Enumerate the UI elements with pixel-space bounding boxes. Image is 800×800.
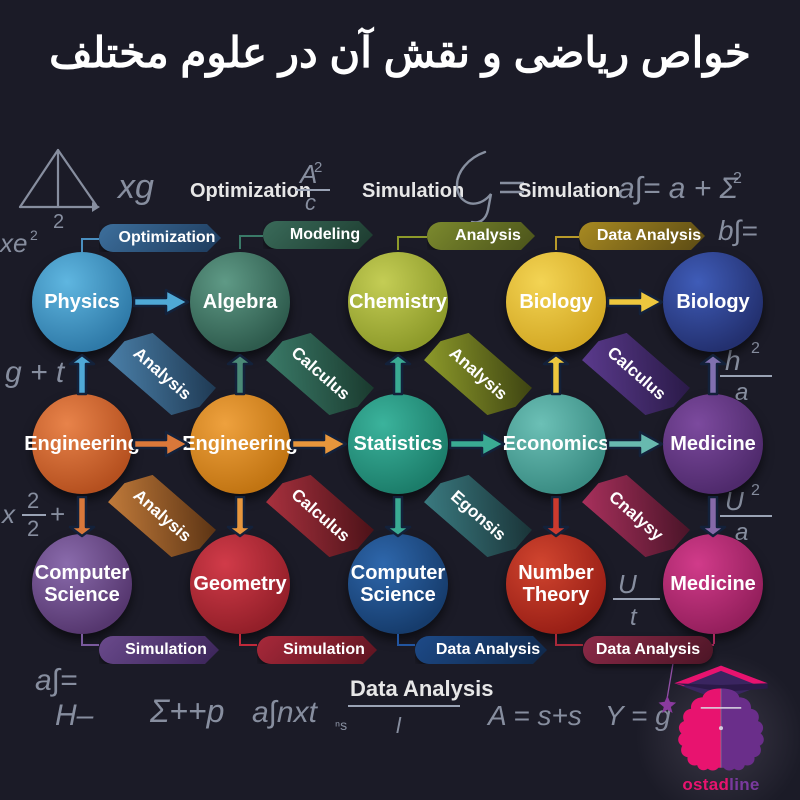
svg-text:c: c bbox=[305, 190, 316, 215]
svg-text:x: x bbox=[0, 499, 16, 529]
svg-text:Optimization: Optimization bbox=[190, 180, 311, 202]
svg-text:Simulation: Simulation bbox=[518, 180, 620, 202]
svg-text:H–: H– bbox=[55, 699, 94, 732]
svg-text:t: t bbox=[630, 604, 638, 631]
svg-text:2: 2 bbox=[27, 488, 39, 513]
svg-text:a∫= a + Σ: a∫= a + Σ bbox=[618, 172, 739, 205]
svg-text:xg: xg bbox=[116, 168, 154, 206]
svg-text:ⁿs: ⁿs bbox=[335, 717, 347, 733]
svg-text:2: 2 bbox=[751, 482, 760, 499]
svg-text:xe: xe bbox=[0, 228, 27, 258]
svg-text:Σ++p: Σ++p bbox=[149, 693, 224, 729]
svg-text:2: 2 bbox=[314, 159, 322, 176]
svg-text:U: U bbox=[618, 569, 637, 599]
svg-text:b∫=: b∫= bbox=[718, 215, 758, 247]
svg-text:2: 2 bbox=[53, 211, 64, 233]
svg-text:g + t: g + t bbox=[5, 356, 66, 389]
svg-text:a∫nxt: a∫nxt bbox=[252, 696, 319, 729]
svg-text:+: + bbox=[50, 499, 65, 529]
svg-text:a∫=: a∫= bbox=[35, 664, 77, 697]
svg-text:2: 2 bbox=[27, 516, 39, 541]
svg-text:l: l bbox=[396, 713, 402, 738]
svg-text:2: 2 bbox=[751, 340, 760, 357]
svg-text:Data Analysis: Data Analysis bbox=[350, 676, 493, 701]
svg-text:A = s+s: A = s+s bbox=[486, 700, 582, 731]
svg-text:Simulation: Simulation bbox=[362, 180, 464, 202]
svg-text:2: 2 bbox=[733, 170, 742, 187]
svg-text:2: 2 bbox=[30, 227, 38, 243]
